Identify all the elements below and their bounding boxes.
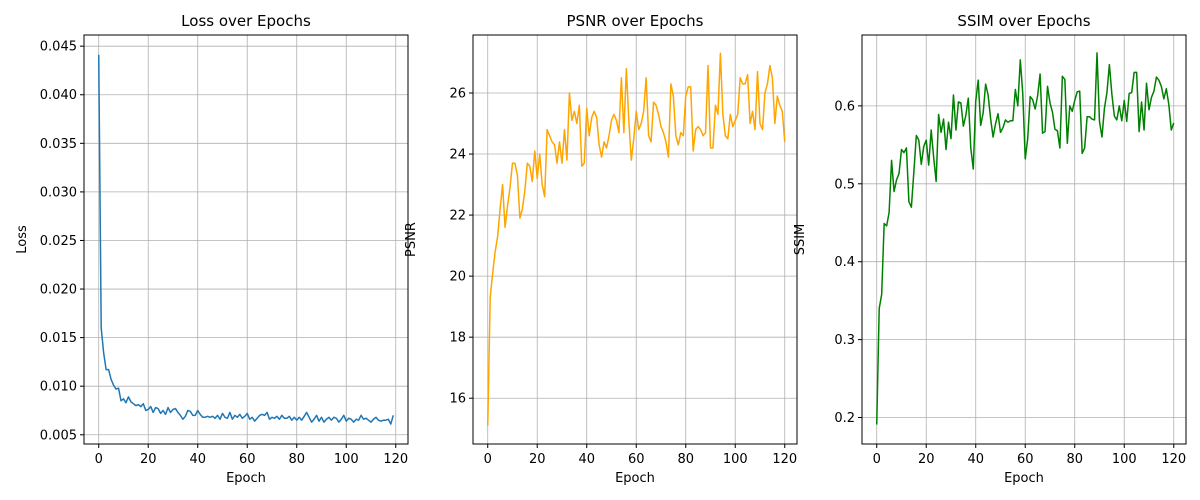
- y-tick-label: 20: [449, 270, 466, 285]
- chart-3: 0 20 40 60 80 100 120 0.2 0.3 0.4 0.5 0.6 SSIM over …: [793, 12, 1187, 486]
- y-tick-label: 16: [449, 392, 466, 407]
- x-tick-label: 60: [239, 452, 256, 467]
- x-tick-label: 60: [1017, 452, 1034, 467]
- y-tick-label: 0.3: [834, 333, 855, 348]
- chart-1: 0 20 40 60 80 100 120 0.005 0.010 0.015 0.020 0.025…: [15, 12, 409, 486]
- x-tick-label: 0: [484, 452, 492, 467]
- y-tick-label: 0.020: [40, 283, 77, 298]
- y-tick-label: 0.2: [834, 411, 855, 426]
- y-tick-label: 22: [449, 209, 466, 224]
- y-axis-label: PSNR: [404, 222, 419, 257]
- x-tick-label: 80: [677, 452, 694, 467]
- chart-title: SSIM over Epochs: [957, 12, 1090, 30]
- y-tick-label: 0.035: [40, 137, 77, 152]
- y-axis-label: SSIM: [793, 224, 808, 256]
- chart-title: Loss over Epochs: [181, 12, 311, 30]
- x-tick-label: 0: [873, 452, 881, 467]
- y-tick-label: 0.6: [834, 99, 855, 114]
- x-tick-label: 120: [1161, 452, 1186, 467]
- y-tick-label: 0.5: [834, 177, 855, 192]
- x-tick-label: 100: [1112, 452, 1137, 467]
- x-tick-label: 100: [723, 452, 748, 467]
- y-tick-label: 0.030: [40, 185, 77, 200]
- chart-2: 0 20 40 60 80 100 120 16 18 20 22 24 26 PSNR over Epo…: [404, 12, 798, 486]
- y-axis-label: Loss: [15, 225, 30, 254]
- x-tick-label: 100: [334, 452, 359, 467]
- x-tick-label: 40: [189, 452, 206, 467]
- x-tick-label: 20: [529, 452, 546, 467]
- x-tick-label: 80: [1066, 452, 1083, 467]
- y-tick-label: 24: [449, 148, 466, 163]
- x-tick-label: 40: [967, 452, 984, 467]
- y-tick-label: 26: [449, 86, 466, 101]
- series-line: [486, 52, 786, 426]
- axes-frame: [83, 34, 409, 445]
- y-tick-label: 0.015: [40, 331, 77, 346]
- y-tick-label: 0.045: [40, 40, 77, 55]
- y-tick-label: 0.4: [834, 255, 855, 270]
- x-tick-label: 120: [772, 452, 797, 467]
- y-tick-label: 18: [449, 331, 466, 346]
- x-tick-label: 20: [140, 452, 157, 467]
- x-tick-label: 40: [578, 452, 595, 467]
- x-tick-label: 60: [628, 452, 645, 467]
- x-axis-label: Epoch: [615, 471, 655, 486]
- y-tick-label: 0.005: [40, 428, 77, 443]
- x-axis-label: Epoch: [226, 471, 266, 486]
- y-tick-label: 0.010: [40, 380, 77, 395]
- y-tick-label: 0.025: [40, 234, 77, 249]
- axes-frame: [861, 34, 1187, 445]
- x-tick-label: 80: [288, 452, 305, 467]
- series-line: [97, 54, 394, 425]
- x-tick-label: 120: [383, 452, 408, 467]
- chart-title: PSNR over Epochs: [567, 12, 704, 30]
- axes-frame: [472, 34, 798, 445]
- x-tick-label: 20: [918, 452, 935, 467]
- x-axis-label: Epoch: [1004, 471, 1044, 486]
- series-line: [875, 52, 1175, 425]
- y-tick-label: 0.040: [40, 88, 77, 103]
- x-tick-label: 0: [95, 452, 103, 467]
